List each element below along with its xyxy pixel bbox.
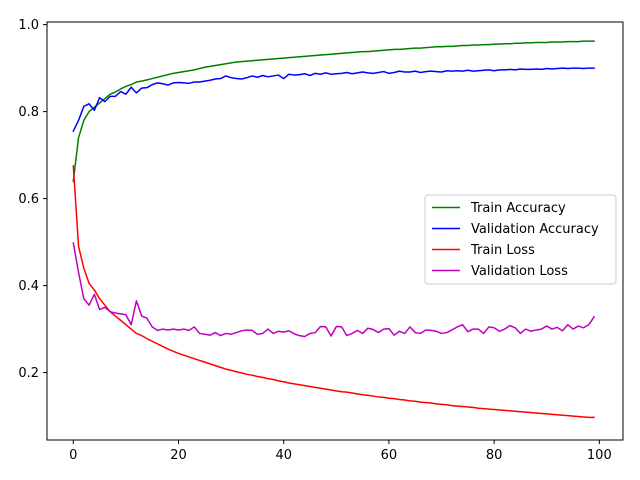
legend-label-validation-loss: Validation Loss: [471, 264, 568, 279]
legend-label-train-loss: Train Loss: [470, 243, 535, 258]
y-tick-label: 1.0: [18, 18, 39, 33]
y-axis: 0.2 0.4 0.6 0.8 1.0: [18, 18, 47, 381]
x-axis: 0 20 40 60 80 100: [69, 440, 612, 463]
y-tick-label: 0.2: [18, 366, 39, 381]
y-tick-label: 0.8: [18, 105, 39, 120]
series-line-validation-loss: [72, 242, 596, 338]
x-tick-label: 40: [275, 448, 292, 463]
x-tick-label: 0: [69, 448, 77, 463]
series-line-train-loss: [72, 165, 595, 419]
legend: Train Accuracy Validation Accuracy Train L…: [424, 194, 617, 285]
x-tick-label: 80: [486, 448, 503, 463]
x-tick-label: 100: [587, 448, 612, 463]
x-tick-label: 20: [170, 448, 187, 463]
series-lines: [72, 40, 596, 419]
y-tick-label: 0.4: [18, 279, 39, 294]
y-tick-label: 0.6: [18, 192, 39, 207]
series-line-validation-accuracy: [72, 67, 595, 133]
legend-label-validation-accuracy: Validation Accuracy: [471, 222, 599, 237]
x-tick-label: 60: [381, 448, 398, 463]
plot-frame: [46, 21, 624, 441]
legend-box: [424, 194, 617, 285]
series-line-train-accuracy: [72, 40, 595, 183]
legend-label-train-accuracy: Train Accuracy: [470, 201, 566, 216]
